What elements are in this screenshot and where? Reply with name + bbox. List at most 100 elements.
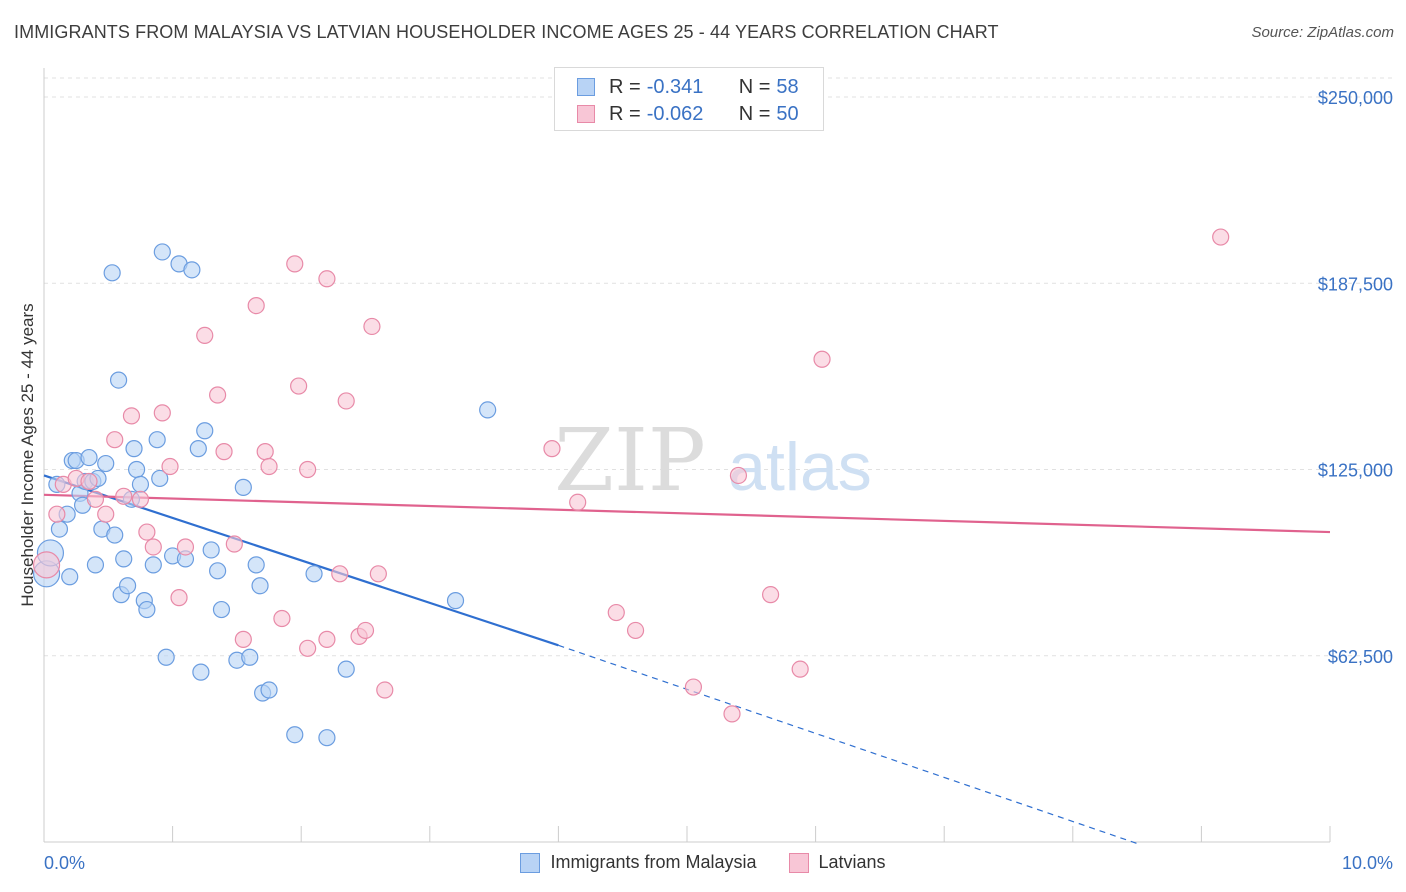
legend-n-value: 50 [776,102,799,125]
watermark-atlas: atlas [728,429,872,505]
point-latvians [106,431,124,449]
legend-n-label: N = [738,75,771,98]
legend-r-label: R = [609,75,641,98]
point-malaysia [115,550,133,568]
point-malaysia [305,565,323,583]
data-points [32,228,1230,747]
point-latvians [256,443,274,461]
point-malaysia [212,600,231,619]
legend-r-label: R = [609,102,641,125]
point-malaysia [337,660,355,678]
point-malaysia [479,401,497,419]
point-latvians [215,443,233,461]
legend-swatch-blue [577,78,595,96]
x-tick-label-end: 10.0% [1342,853,1393,873]
point-latvians [356,621,375,640]
point-malaysia [127,460,146,479]
point-malaysia [153,243,171,261]
point-latvians [813,350,831,368]
point-latvians [299,460,317,479]
y-tick-label: $250,000 [1318,88,1393,108]
point-latvians [363,317,381,336]
legend-item-malaysia: Immigrants from Malaysia [520,852,757,873]
y-tick-label: $187,500 [1318,274,1393,294]
point-malaysia [183,261,201,279]
point-latvians [122,407,141,425]
point-latvians [97,505,115,523]
legend-row-latvians: R = -0.062 N = 50 [577,101,799,127]
series-legend: Immigrants from Malaysia Latvians [0,852,1406,873]
trend-line-latvians [43,493,1331,534]
point-malaysia [260,681,278,699]
point-latvians [286,255,304,273]
y-axis-label: Householder Income Ages 25 - 44 years [18,303,37,606]
point-malaysia [118,577,137,595]
point-latvians [543,440,561,458]
legend-label-latvians: Latvians [818,852,886,872]
point-latvians [376,681,394,699]
point-malaysia [202,541,220,559]
point-malaysia [251,577,269,595]
point-latvians [138,523,156,541]
point-latvians [144,538,162,556]
point-malaysia [50,520,69,538]
point-latvians [234,630,252,648]
point-latvians [225,535,243,553]
point-malaysia [151,469,169,488]
point-latvians [1212,228,1230,246]
grid [44,77,1395,657]
point-latvians [131,490,150,508]
point-malaysia [148,431,166,449]
point-malaysia [86,556,105,574]
point-latvians [299,639,317,657]
axis-labels: $62,500 $125,000 $187,500 $250,000 0.0% 10.0%… [18,88,1393,873]
point-latvians [209,386,227,404]
point-malaysia [97,454,115,473]
point-malaysia [106,526,124,544]
legend-item-latvians: Latvians [788,852,886,873]
point-latvians [115,487,133,505]
watermark: ZIP atlas [554,411,872,511]
legend-r-value: -0.341 [646,75,704,98]
point-latvians [170,589,188,607]
axes [43,68,1331,843]
point-malaysia [80,448,98,467]
x-tick-label-start: 0.0% [44,853,85,873]
point-malaysia [125,440,143,458]
point-latvians [290,377,308,395]
point-latvians [684,678,703,696]
point-latvians [32,551,61,579]
point-malaysia [196,422,214,440]
point-latvians [196,326,214,344]
point-malaysia [234,478,252,496]
point-latvians [791,660,809,678]
point-latvians [247,297,265,315]
point-malaysia [192,663,210,681]
point-latvians [369,565,387,583]
point-latvians [48,505,66,523]
legend-n-value: 58 [776,75,799,98]
point-latvians [569,493,587,511]
point-malaysia [241,648,259,666]
point-latvians [273,609,291,628]
point-latvians [607,603,625,622]
legend-r-value: -0.062 [646,102,704,125]
point-malaysia [138,600,156,619]
point-malaysia [318,729,336,747]
point-latvians [761,586,780,604]
point-malaysia [61,568,79,586]
point-malaysia [109,371,128,389]
point-latvians [318,630,336,648]
point-malaysia [286,726,304,744]
point-latvians [260,457,278,476]
point-malaysia [446,592,465,610]
point-malaysia [189,440,207,458]
y-tick-label: $125,000 [1318,461,1393,481]
point-latvians [723,705,741,723]
legend-label-malaysia: Immigrants from Malaysia [550,852,757,872]
chart-title: IMMIGRANTS FROM MALAYSIA VS LATVIAN HOUS… [14,22,999,42]
point-malaysia [247,556,265,574]
correlation-legend: R = -0.341 N = 58 R = -0.062 N = 50 [554,67,824,131]
point-malaysia [103,264,121,282]
